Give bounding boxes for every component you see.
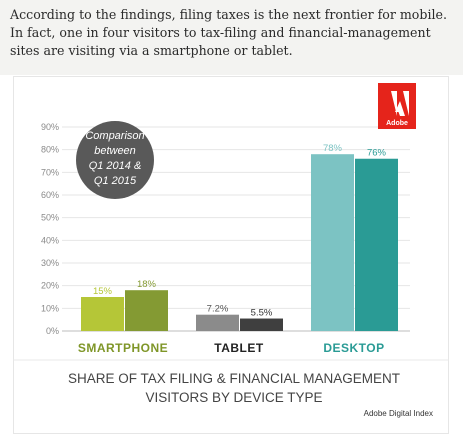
chart-caption-line-1: SHARE OF TAX FILING & FINANCIAL MANAGEME… [68,371,400,386]
y-axis-tick-labels: 0% 10% 20% 30% 40% 50% 60% 70% 80% 90% [41,122,59,336]
y-tick-label: 50% [41,213,59,223]
y-tick-label: 90% [41,122,59,132]
y-tick-label: 0% [46,326,59,336]
bubble-line-1: Comparison [85,130,144,142]
bar-smartphone-series-1 [81,297,124,331]
y-tick-label: 70% [41,167,59,177]
bar-value-label: 18% [137,279,157,290]
category-label-tablet: TABLET [214,341,264,355]
bar-smartphone-series-2 [125,290,168,331]
y-tick-label: 10% [41,303,59,313]
bar-value-label: 7.2% [207,304,229,315]
y-tick-label: 40% [41,235,59,245]
chart-caption-line-2: VISITORS BY DEVICE TYPE [145,390,322,405]
bubble-line-4: Q1 2015 [94,175,137,187]
bubble-line-3: Q1 2014 & [89,160,142,172]
source-note: Adobe Digital Index [364,409,433,418]
bubble-circle [76,121,154,199]
bar-value-labels: 15% 18% 7.2% 5.5% 78% 76% [93,143,387,318]
bar-desktop-series-1 [311,154,354,331]
adobe-logo-text: Adobe [386,120,408,127]
adobe-logo-mark [391,91,409,116]
bar-value-label: 5.5% [251,308,273,319]
bar-desktop-series-2 [355,158,398,331]
bubble-line-2: between [94,145,136,157]
intro-box: According to the findings, filing taxes … [0,0,463,75]
x-axis-category-labels: SMARTPHONE TABLET DESKTOP [78,341,384,355]
comparison-bubble: Comparison between Q1 2014 & Q1 2015 [76,121,154,199]
y-tick-label: 20% [41,281,59,291]
category-label-smartphone: SMARTPHONE [78,341,168,355]
bar-tablet-series-2 [240,318,283,331]
adobe-logo: Adobe [378,83,416,129]
y-tick-label: 30% [41,258,59,268]
y-tick-label: 80% [41,145,59,155]
y-tick-label: 60% [41,190,59,200]
bar-value-label: 76% [367,148,387,159]
bar-value-label: 78% [323,143,343,154]
category-label-desktop: DESKTOP [323,341,384,355]
bar-tablet-series-1 [196,314,239,331]
chart-bars [81,154,398,331]
bar-value-label: 15% [93,286,113,297]
intro-text: According to the findings, filing taxes … [10,7,447,58]
